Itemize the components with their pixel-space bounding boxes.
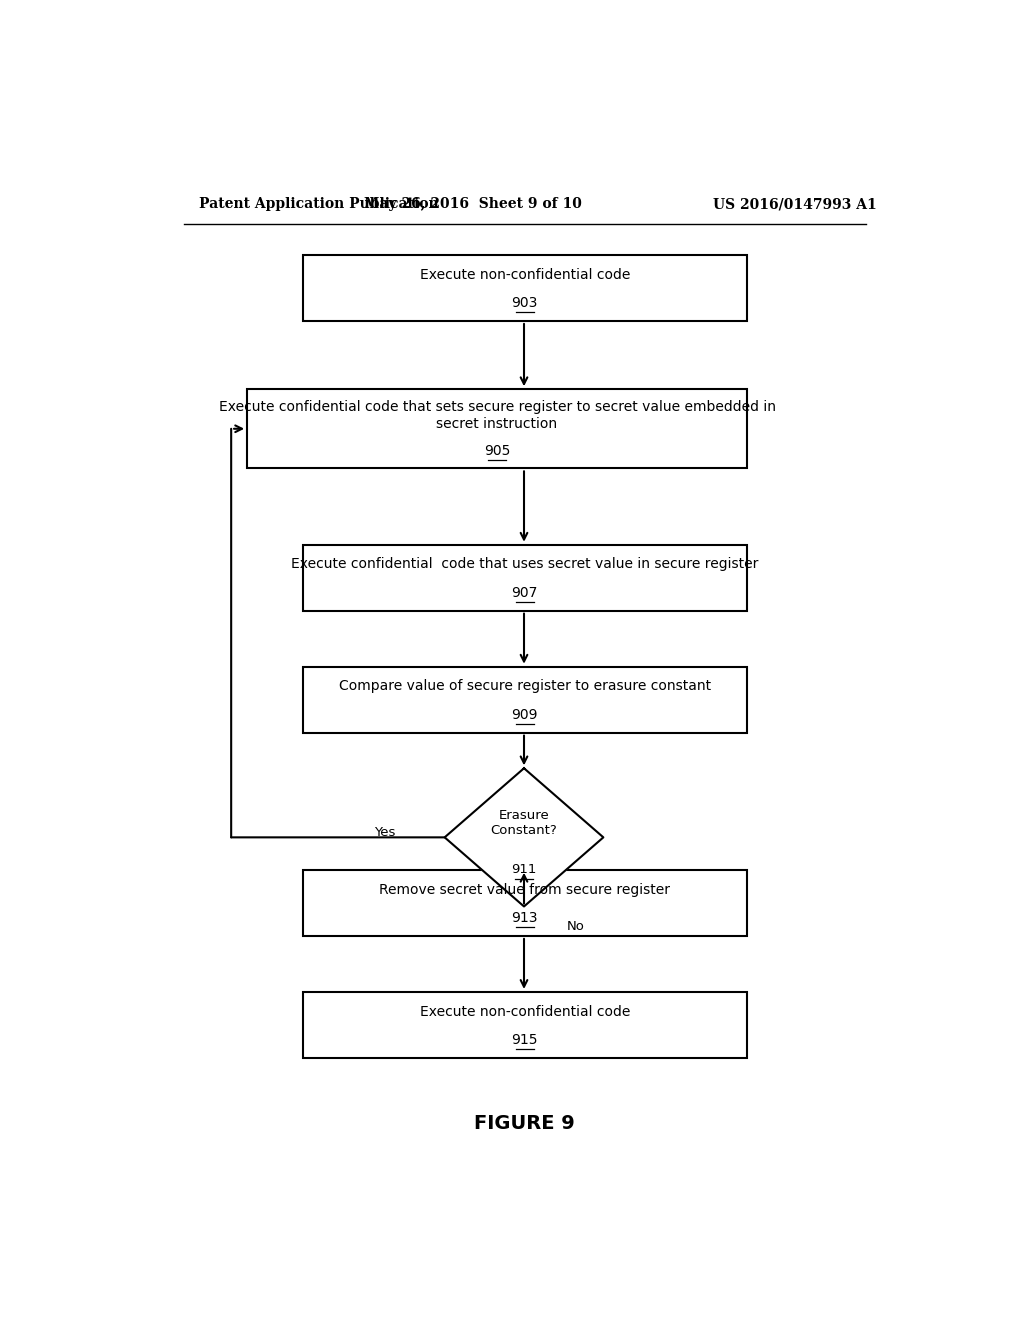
Text: US 2016/0147993 A1: US 2016/0147993 A1 <box>713 197 877 211</box>
FancyBboxPatch shape <box>303 667 748 733</box>
Polygon shape <box>444 768 603 907</box>
Text: Execute confidential code that sets secure register to secret value embedded in
: Execute confidential code that sets secu… <box>218 400 775 430</box>
FancyBboxPatch shape <box>303 255 748 321</box>
Text: Remove secret value from secure register: Remove secret value from secure register <box>379 883 671 896</box>
Text: No: No <box>566 920 585 933</box>
Text: 903: 903 <box>512 296 538 310</box>
Text: Patent Application Publication: Patent Application Publication <box>200 197 439 211</box>
Text: 905: 905 <box>483 444 510 458</box>
FancyBboxPatch shape <box>303 991 748 1057</box>
FancyBboxPatch shape <box>247 389 748 469</box>
Text: May 26, 2016  Sheet 9 of 10: May 26, 2016 Sheet 9 of 10 <box>365 197 583 211</box>
Text: 911: 911 <box>511 863 537 876</box>
Text: Yes: Yes <box>375 826 396 838</box>
Text: FIGURE 9: FIGURE 9 <box>474 1114 575 1134</box>
Text: 913: 913 <box>512 911 538 925</box>
Text: Execute non-confidential code: Execute non-confidential code <box>420 1005 630 1019</box>
Text: Execute confidential  code that uses secret value in secure register: Execute confidential code that uses secr… <box>291 557 759 572</box>
Text: 915: 915 <box>512 1034 538 1047</box>
Text: 909: 909 <box>512 708 538 722</box>
Text: Erasure
Constant?: Erasure Constant? <box>490 809 557 837</box>
FancyBboxPatch shape <box>303 870 748 936</box>
Text: Execute non-confidential code: Execute non-confidential code <box>420 268 630 281</box>
FancyBboxPatch shape <box>303 545 748 611</box>
Text: Compare value of secure register to erasure constant: Compare value of secure register to eras… <box>339 680 711 693</box>
Text: 907: 907 <box>512 586 538 599</box>
